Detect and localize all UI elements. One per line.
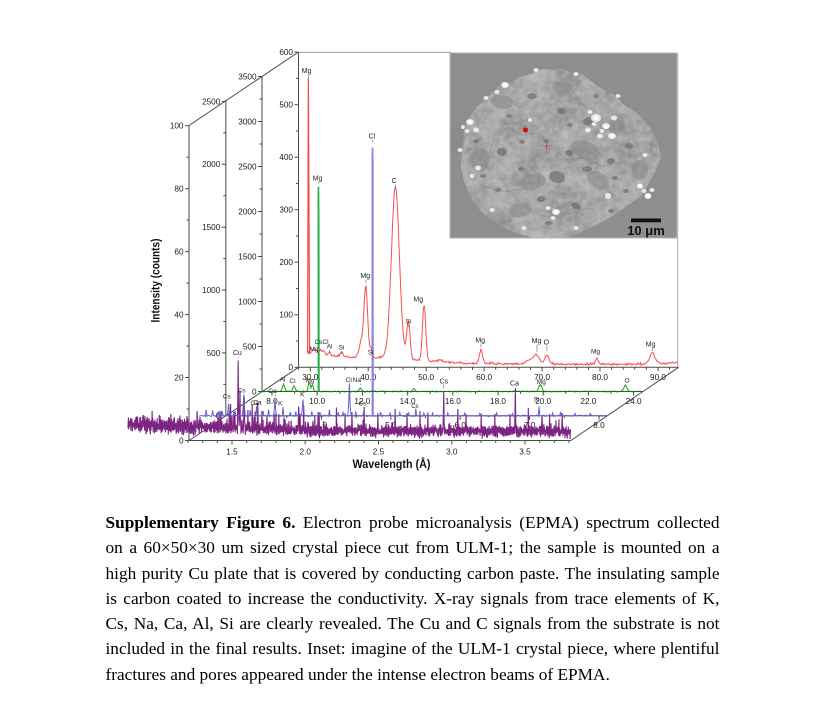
svg-text:3500: 3500 <box>238 72 257 81</box>
svg-text:O: O <box>624 378 629 385</box>
svg-text:Si: Si <box>405 319 411 326</box>
svg-text:Si: Si <box>339 345 345 352</box>
svg-text:Mg: Mg <box>360 273 370 280</box>
svg-text:16.0: 16.0 <box>445 397 461 406</box>
svg-text:600: 600 <box>279 48 293 57</box>
svg-text:Ca: Ca <box>251 400 260 407</box>
svg-text:3.0: 3.0 <box>446 448 458 457</box>
svg-text:Mg: Mg <box>475 338 485 345</box>
svg-text:Mg: Mg <box>313 176 323 183</box>
svg-text:Wavelength (Å): Wavelength (Å) <box>353 456 431 471</box>
svg-text:40: 40 <box>174 311 184 320</box>
svg-text:50.0: 50.0 <box>418 373 434 382</box>
svg-text:0: 0 <box>216 412 221 421</box>
svg-text:100: 100 <box>170 122 184 131</box>
svg-text:Mg: Mg <box>309 346 318 353</box>
svg-text:60.0: 60.0 <box>476 373 492 382</box>
svg-text:Cl: Cl <box>368 134 375 141</box>
svg-text:K: K <box>278 401 283 408</box>
svg-text:Al: Al <box>327 344 333 351</box>
svg-text:30.0: 30.0 <box>302 373 318 382</box>
svg-text:Ca: Ca <box>268 388 277 395</box>
svg-text:Intensity (counts): Intensity (counts) <box>149 239 163 323</box>
svg-text:Mg: Mg <box>591 349 600 356</box>
svg-text:500: 500 <box>207 349 221 358</box>
svg-text:80.0: 80.0 <box>592 373 608 382</box>
svg-text:Cl: Cl <box>346 377 353 384</box>
svg-text:300: 300 <box>279 206 293 215</box>
svg-text:0: 0 <box>288 363 293 372</box>
svg-text:500: 500 <box>279 101 293 110</box>
svg-text:Mg: Mg <box>413 297 423 304</box>
svg-text:400: 400 <box>279 153 293 162</box>
svg-text:1500: 1500 <box>238 252 257 261</box>
svg-text:24.0: 24.0 <box>626 397 642 406</box>
svg-text:6.0: 6.0 <box>455 421 467 430</box>
svg-text:8.0: 8.0 <box>266 397 278 406</box>
svg-text:Cu: Cu <box>233 350 242 357</box>
svg-text:100: 100 <box>279 311 293 320</box>
svg-text:2500: 2500 <box>202 97 221 106</box>
svg-text:70.0: 70.0 <box>534 373 550 382</box>
svg-text:200: 200 <box>279 258 293 267</box>
svg-text:Cs: Cs <box>411 404 418 410</box>
svg-text:18.0: 18.0 <box>490 397 506 406</box>
svg-text:Si: Si <box>534 397 540 404</box>
svg-text:Cl: Cl <box>289 378 296 385</box>
svg-text:Si: Si <box>368 350 374 357</box>
svg-text:O: O <box>544 340 550 347</box>
svg-text:CsCl: CsCl <box>314 339 329 346</box>
svg-text:Cs: Cs <box>440 378 449 385</box>
svg-text:10.0: 10.0 <box>309 397 325 406</box>
svg-text:1500: 1500 <box>202 223 221 232</box>
svg-text:Mg: Mg <box>306 379 314 385</box>
svg-text:60: 60 <box>174 248 184 257</box>
svg-text:20.0: 20.0 <box>535 397 551 406</box>
svg-text:12.0: 12.0 <box>354 397 370 406</box>
svg-text:4.0: 4.0 <box>316 421 328 430</box>
svg-text:1000: 1000 <box>202 286 221 295</box>
svg-text:Ca: Ca <box>510 380 519 387</box>
svg-text:K: K <box>300 392 305 399</box>
svg-text:Mg: Mg <box>302 68 312 75</box>
svg-text:80: 80 <box>174 185 184 194</box>
svg-text:Mg: Mg <box>532 338 542 345</box>
svg-text:2000: 2000 <box>202 160 221 169</box>
svg-text:5.0: 5.0 <box>385 421 397 430</box>
svg-text:2.5: 2.5 <box>373 448 385 457</box>
svg-text:3000: 3000 <box>238 117 257 126</box>
svg-text:Mg: Mg <box>537 379 546 386</box>
svg-text:90.0: 90.0 <box>650 373 666 382</box>
svg-text:Cs: Cs <box>238 388 247 395</box>
svg-text:Al: Al <box>280 377 286 384</box>
svg-text:0: 0 <box>179 436 184 445</box>
svg-text:40.0: 40.0 <box>360 373 376 382</box>
svg-text:2.0: 2.0 <box>300 448 312 457</box>
svg-text:Cs: Cs <box>359 402 366 408</box>
svg-text:3.5: 3.5 <box>519 448 531 457</box>
svg-text:22.0: 22.0 <box>580 397 596 406</box>
svg-text:Na: Na <box>353 377 362 384</box>
svg-text:10 μm: 10 μm <box>627 223 665 238</box>
svg-text:C: C <box>391 178 396 185</box>
svg-text:20: 20 <box>174 373 184 382</box>
svg-text:8.0: 8.0 <box>593 421 605 430</box>
svg-text:1.5: 1.5 <box>226 448 238 457</box>
svg-text:500: 500 <box>243 342 257 351</box>
svg-text:0: 0 <box>252 387 257 396</box>
svg-text:2500: 2500 <box>238 162 257 171</box>
svg-text:14.0: 14.0 <box>400 397 416 406</box>
svg-text:1000: 1000 <box>238 297 257 306</box>
svg-text:Mg: Mg <box>646 342 656 349</box>
svg-text:Ca: Ca <box>253 400 262 407</box>
svg-text:Cs: Cs <box>223 393 232 400</box>
svg-text:2000: 2000 <box>238 207 257 216</box>
